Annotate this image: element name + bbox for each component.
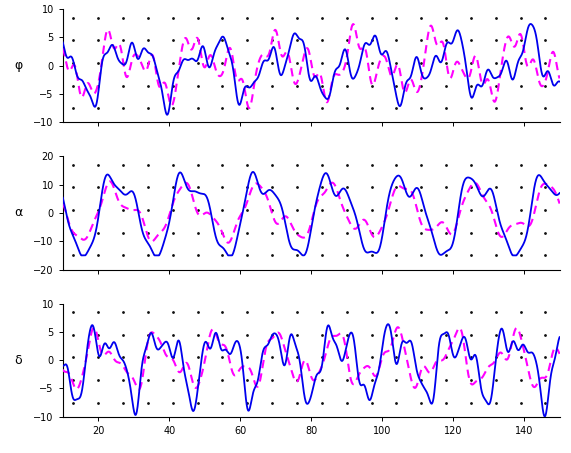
Y-axis label: φ: φ xyxy=(14,59,22,72)
Y-axis label: α: α xyxy=(14,207,22,219)
Y-axis label: δ: δ xyxy=(15,354,22,366)
